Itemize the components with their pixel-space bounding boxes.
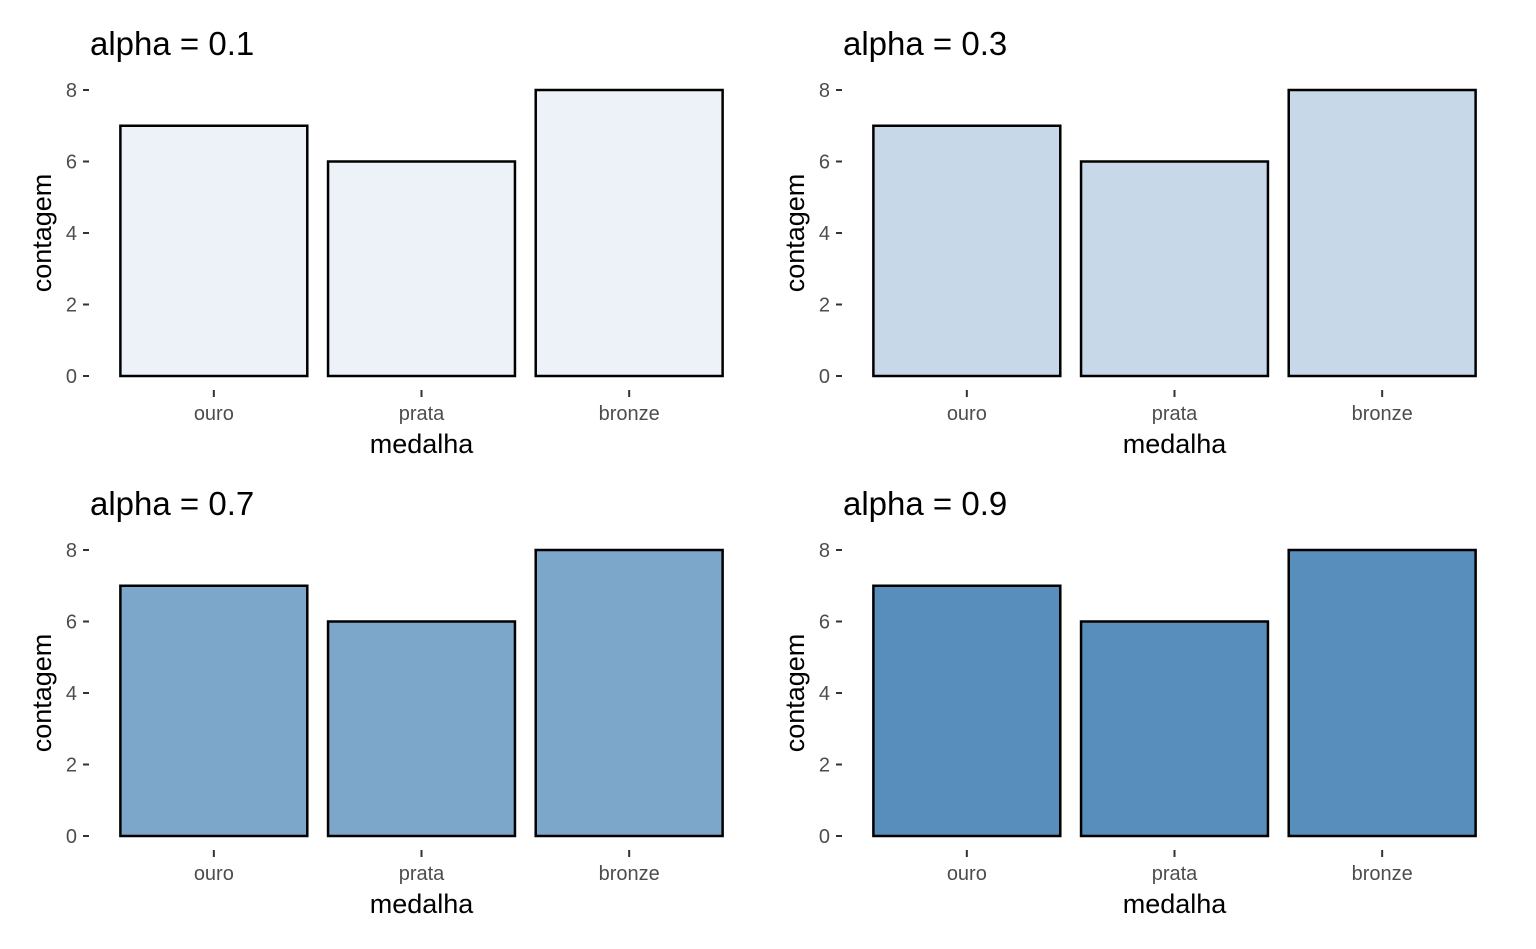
y-tick-label: 4: [66, 683, 77, 705]
x-tick-label: bronze: [1352, 403, 1413, 425]
x-tick-label: prata: [1152, 403, 1198, 425]
y-axis-label: contagem: [780, 174, 810, 293]
facet-panel: alpha = 0.1 0 2 4 6 8 ouro prata bronze medalha co…: [27, 25, 724, 459]
bar-bronze: [534, 88, 724, 378]
bar-ouro: [872, 584, 1062, 838]
y-axis-label: contagem: [780, 634, 810, 753]
y-tick-label: 2: [819, 295, 830, 317]
bar-bronze: [1287, 548, 1477, 838]
bar-prata: [326, 160, 517, 378]
x-axis-label: medalha: [1123, 889, 1228, 919]
x-axis-label: medalha: [1123, 429, 1228, 459]
x-tick-label: ouro: [947, 863, 987, 885]
y-tick-label: 0: [819, 826, 830, 848]
x-tick-label: bronze: [599, 403, 660, 425]
bar-bronze: [1287, 88, 1477, 378]
y-tick-label: 0: [819, 366, 830, 388]
y-tick-label: 8: [819, 80, 830, 102]
x-tick-label: bronze: [1352, 863, 1413, 885]
facet-panel: alpha = 0.7 0 2 4 6 8 ouro prata bronze medalha co…: [27, 485, 724, 919]
bar-ouro: [119, 584, 309, 838]
y-tick-label: 2: [66, 295, 77, 317]
x-tick-label: prata: [399, 403, 445, 425]
bar-prata: [1079, 620, 1270, 838]
panel-title: alpha = 0.7: [90, 485, 254, 522]
facet-panel: alpha = 0.9 0 2 4 6 8 ouro prata bronze medalha co…: [780, 485, 1477, 919]
bar-bronze: [534, 548, 724, 838]
bar-prata: [326, 620, 517, 838]
x-axis-label: medalha: [370, 429, 475, 459]
x-tick-label: ouro: [947, 403, 987, 425]
x-tick-label: ouro: [194, 403, 234, 425]
bar-prata: [1079, 160, 1270, 378]
x-tick-label: prata: [1152, 863, 1198, 885]
x-axis-label: medalha: [370, 889, 475, 919]
y-tick-label: 4: [819, 223, 830, 245]
panel-title: alpha = 0.3: [843, 25, 1007, 62]
y-tick-label: 0: [66, 366, 77, 388]
y-tick-label: 6: [819, 612, 830, 634]
y-tick-label: 4: [66, 223, 77, 245]
x-tick-label: ouro: [194, 863, 234, 885]
y-tick-label: 8: [819, 540, 830, 562]
facet-panel: alpha = 0.3 0 2 4 6 8 ouro prata bronze medalha co…: [780, 25, 1477, 459]
y-tick-label: 6: [66, 612, 77, 634]
y-tick-label: 6: [819, 152, 830, 174]
y-axis-label: contagem: [27, 634, 57, 753]
panel-title: alpha = 0.1: [90, 25, 254, 62]
y-tick-label: 8: [66, 540, 77, 562]
y-tick-label: 2: [819, 755, 830, 777]
y-tick-label: 4: [819, 683, 830, 705]
panel-title: alpha = 0.9: [843, 485, 1007, 522]
y-tick-label: 2: [66, 755, 77, 777]
y-tick-label: 6: [66, 152, 77, 174]
bar-ouro: [119, 124, 309, 378]
y-tick-label: 0: [66, 826, 77, 848]
y-axis-label: contagem: [27, 174, 57, 293]
y-tick-label: 8: [66, 80, 77, 102]
x-tick-label: prata: [399, 863, 445, 885]
x-tick-label: bronze: [599, 863, 660, 885]
bar-ouro: [872, 124, 1062, 378]
